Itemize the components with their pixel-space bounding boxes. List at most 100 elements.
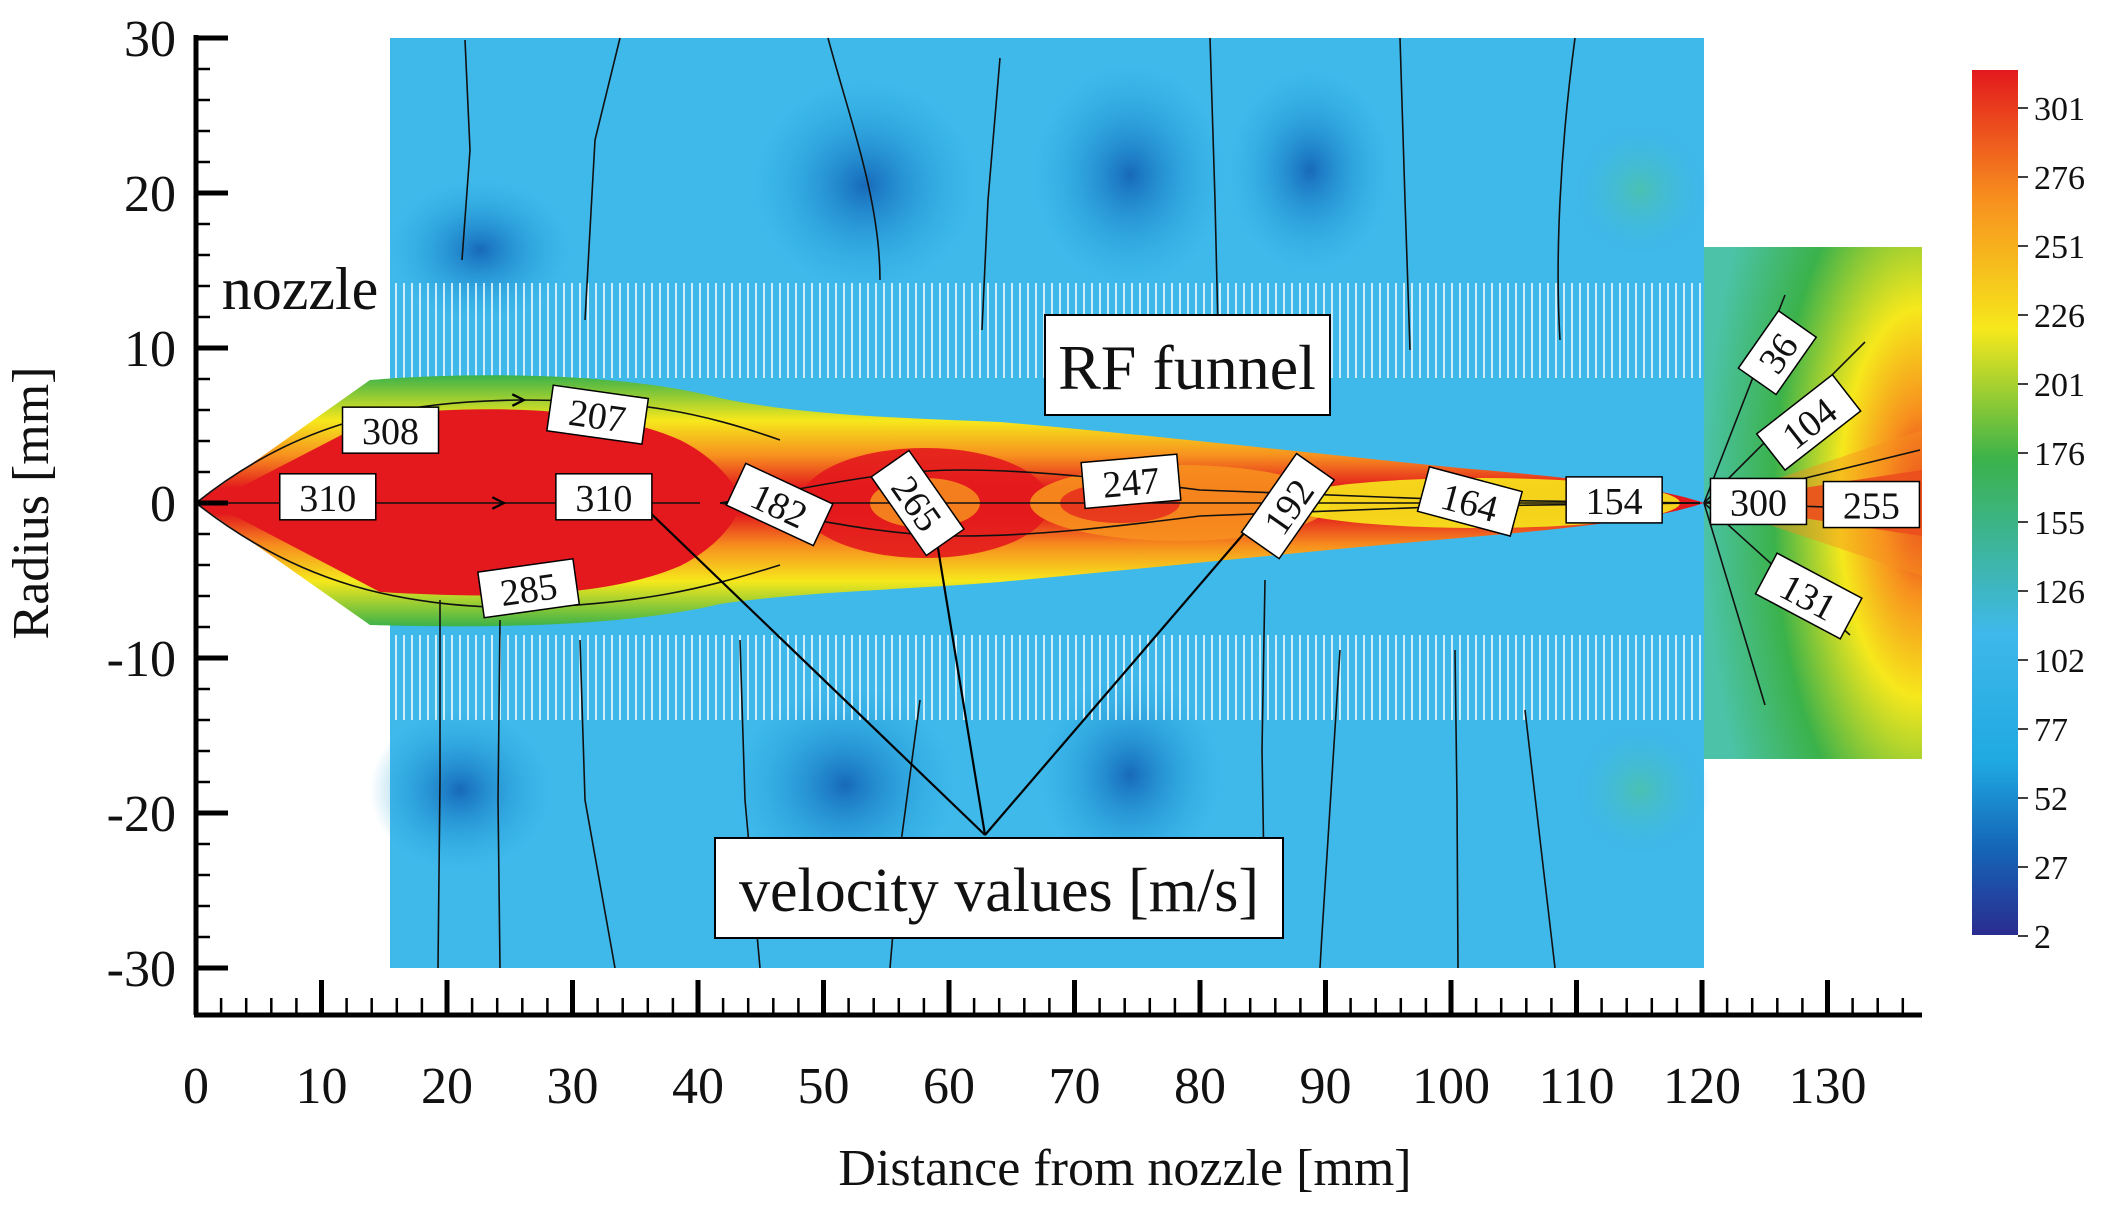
x-axis-title: Distance from nozzle [mm] xyxy=(838,1140,1411,1197)
velocity-label-text: 154 xyxy=(1586,481,1643,523)
y-tick-label: -10 xyxy=(107,631,176,688)
x-tick-label: 120 xyxy=(1663,1058,1741,1115)
velocity-annotation: velocity values [m/s] xyxy=(714,837,1284,939)
colorbar-tick-label: 126 xyxy=(2034,574,2085,611)
velocity-label-box xyxy=(555,473,653,521)
velocity-label-box xyxy=(546,384,650,445)
colorbar-tick-label: 226 xyxy=(2034,298,2085,335)
y-tick-label: -20 xyxy=(107,786,176,843)
streamline xyxy=(579,639,616,969)
vortex-region xyxy=(1035,65,1225,285)
x-tick-label: 130 xyxy=(1789,1058,1867,1115)
nozzle-label-bg xyxy=(210,255,388,323)
colorbar-tick-label: 77 xyxy=(2034,712,2068,749)
streamline xyxy=(584,37,621,321)
streamline xyxy=(461,39,471,261)
x-tick-label: 0 xyxy=(183,1058,209,1115)
velocity-label-text: 207 xyxy=(566,392,628,442)
nozzle-label: nozzle xyxy=(222,256,379,322)
velocity-label-box xyxy=(725,462,834,547)
velocity-label-box xyxy=(1709,477,1808,526)
velocity-label-box xyxy=(1416,465,1524,538)
funnel-label: RF funnel xyxy=(1058,332,1316,403)
x-tick-label: 20 xyxy=(421,1058,473,1115)
streamline xyxy=(1703,502,1766,706)
streamline xyxy=(497,619,501,969)
velocity-label-box xyxy=(1754,552,1863,640)
y-ticks: 30 20 10 0 -10 -20 -30 xyxy=(107,11,228,998)
pointer-line xyxy=(984,502,1271,836)
y-tick-label: 0 xyxy=(150,476,176,533)
x-tick-label: 70 xyxy=(1049,1058,1101,1115)
streamline xyxy=(437,600,441,969)
colorbar-tick-label: 2 xyxy=(2034,919,2051,956)
axes xyxy=(193,35,1922,1018)
colorbar-tick-label: 201 xyxy=(2034,367,2085,404)
streamline xyxy=(981,57,1001,331)
x-tick-label: 10 xyxy=(296,1058,348,1115)
velocity-label-text: 255 xyxy=(1843,486,1900,528)
teal-region xyxy=(1570,720,1710,860)
velocity-label-text: 310 xyxy=(575,478,632,520)
velocity-label-box xyxy=(1565,476,1663,524)
streamline xyxy=(1319,649,1341,969)
colorbar-tick-label: 251 xyxy=(2034,229,2085,266)
funnel-annotation: RF funnel xyxy=(1044,314,1331,416)
velocity-label: 247 xyxy=(1080,453,1182,510)
vortex-region xyxy=(1230,70,1390,270)
streamline xyxy=(1399,37,1411,351)
streamline xyxy=(1557,37,1576,341)
velocity-label-box xyxy=(870,449,966,557)
colorbar-tick-label: 52 xyxy=(2034,781,2068,818)
streamline xyxy=(1524,709,1556,969)
velocity-label-box xyxy=(1737,309,1818,396)
velocity-label: 300 xyxy=(1709,477,1808,526)
velocity-label-text: 247 xyxy=(1101,460,1161,507)
streamline xyxy=(827,37,881,281)
vortex-region xyxy=(1040,675,1220,875)
velocity-label-text: 308 xyxy=(362,411,419,453)
colorbar-ticks: 301 276 251 226 201 176 155 126 102 77 52 27 2 xyxy=(2018,91,2085,956)
velocity-label-text: 310 xyxy=(299,478,356,520)
velocity-label-box xyxy=(1755,373,1862,472)
velocity-label: 310 xyxy=(555,473,653,521)
exit-jet-core xyxy=(1704,430,1922,576)
pointer-line xyxy=(639,502,986,836)
x-tick-label: 80 xyxy=(1174,1058,1226,1115)
velocity-label: 310 xyxy=(279,473,377,521)
velocity-label-box xyxy=(714,837,1284,939)
colorbar-tick-label: 276 xyxy=(2034,160,2085,197)
velocity-label: 154 xyxy=(1565,476,1663,524)
y-tick-label: 10 xyxy=(124,321,176,378)
x-tick-label: 100 xyxy=(1412,1058,1490,1115)
velocity-label-text: 300 xyxy=(1730,482,1787,524)
colorbar-scale xyxy=(1972,70,2018,935)
velocity-label-box xyxy=(1822,480,1921,529)
y-tick-label: -30 xyxy=(107,941,176,998)
x-tick-label: 90 xyxy=(1300,1058,1352,1115)
funnel-electrodes-bottom xyxy=(390,635,1704,720)
velocity-label-box xyxy=(279,473,377,521)
velocity-label: 255 xyxy=(1822,480,1921,529)
vortex-region xyxy=(370,710,550,870)
x-tick-label: 30 xyxy=(547,1058,599,1115)
colorbar-tick-label: 176 xyxy=(2034,436,2085,473)
velocity-label: velocity values [m/s] xyxy=(739,857,1259,925)
x-ticks: 0 10 20 30 40 50 60 70 80 90 100 110 120 130 xyxy=(183,980,1905,1115)
vortex-region xyxy=(755,80,975,290)
velocity-label-box xyxy=(1240,452,1336,560)
velocity-label: 308 xyxy=(341,406,440,454)
teal-region xyxy=(1570,120,1710,260)
colorbar: 301 276 251 226 201 176 155 126 102 77 52 27 2 xyxy=(1972,70,2085,956)
streamline xyxy=(1209,37,1219,331)
pointer-line xyxy=(933,529,987,836)
velocity-label-box xyxy=(1080,453,1182,510)
colorbar-tick-label: 102 xyxy=(2034,643,2085,680)
x-tick-label: 40 xyxy=(672,1058,724,1115)
y-tick-label: 20 xyxy=(124,166,176,223)
annotation-pointers xyxy=(639,502,1271,836)
nozzle-annotation: nozzle xyxy=(210,255,388,323)
vortex-region xyxy=(735,685,955,885)
y-axis-title: Radius [mm] xyxy=(3,367,60,640)
